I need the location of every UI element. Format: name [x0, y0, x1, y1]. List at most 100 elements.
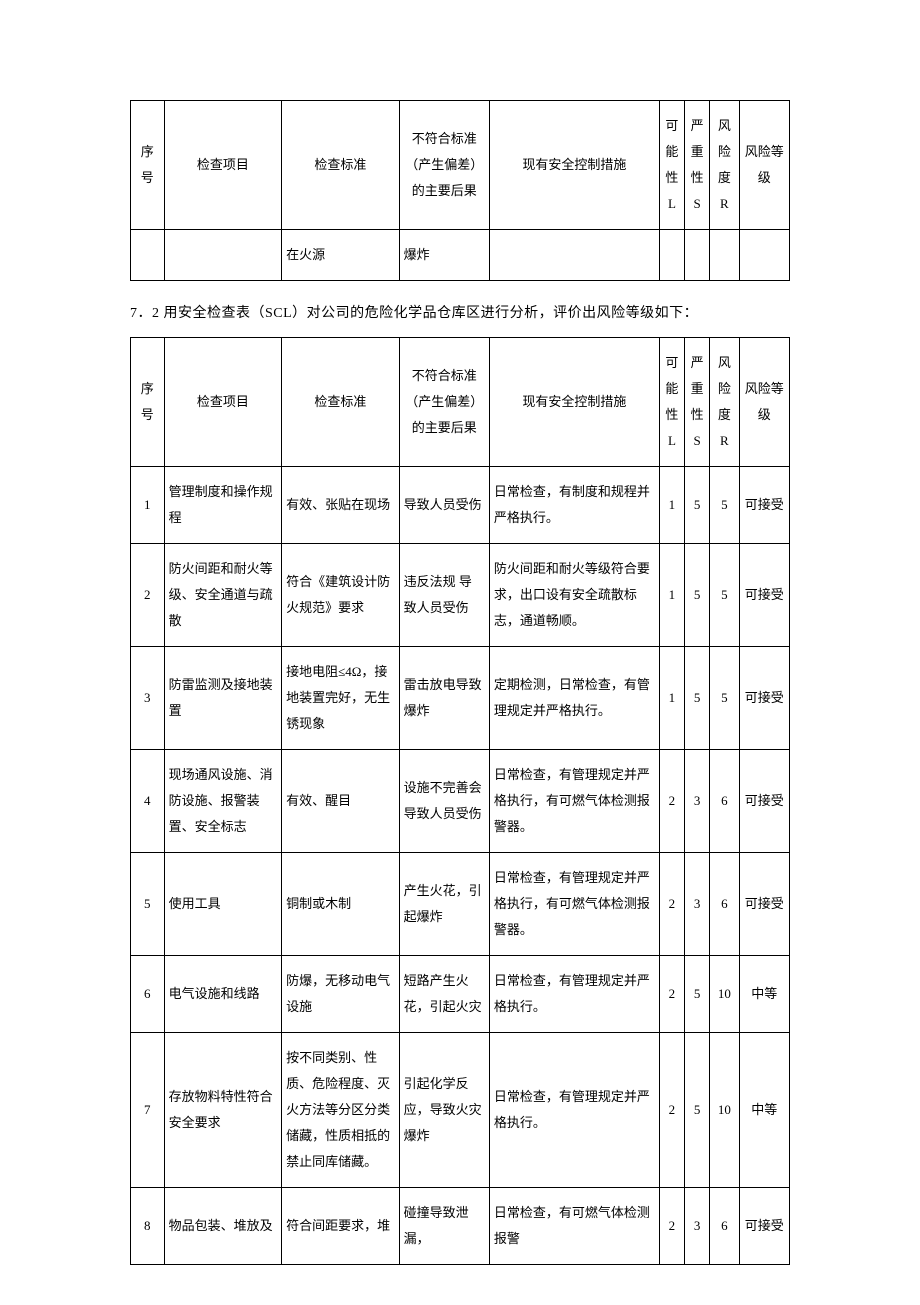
cell-l: 1: [659, 647, 684, 750]
cell-l: [659, 230, 684, 281]
cell-l: 2: [659, 956, 684, 1033]
cell-std: 在火源: [282, 230, 400, 281]
cell-cons: 产生火花，引起爆炸: [399, 853, 489, 956]
header-l: 可能性 L: [659, 101, 684, 230]
cell-s: 5: [685, 467, 710, 544]
header-item: 检查项目: [164, 338, 282, 467]
cell-s: 5: [685, 544, 710, 647]
cell-s: 5: [685, 647, 710, 750]
header-ctrl: 现有安全控制措施: [489, 101, 659, 230]
cell-r: 5: [710, 467, 739, 544]
cell-item: 电气设施和线路: [164, 956, 282, 1033]
cell-lvl: 可接受: [739, 853, 789, 956]
cell-lvl: 可接受: [739, 544, 789, 647]
cell-r: 6: [710, 750, 739, 853]
cell-lvl: 可接受: [739, 750, 789, 853]
cell-item: 使用工具: [164, 853, 282, 956]
cell-ctrl: 定期检测，日常检查，有管理规定并严格执行。: [489, 647, 659, 750]
cell-cons: 设施不完善会导致人员受伤: [399, 750, 489, 853]
cell-ctrl: 日常检查，有管理规定并严格执行，有可燃气体检测报警器。: [489, 750, 659, 853]
cell-cons: 短路产生火花，引起火灾: [399, 956, 489, 1033]
table-row: 6电气设施和线路防爆，无移动电气设施短路产生火花，引起火灾日常检查，有管理规定并…: [131, 956, 790, 1033]
header-std: 检查标准: [282, 338, 400, 467]
cell-l: 2: [659, 750, 684, 853]
cell-std: 有效、醒目: [282, 750, 400, 853]
table-row: 2防火间距和耐火等级、安全通道与疏散符合《建筑设计防火规范》要求违反法规 导致人…: [131, 544, 790, 647]
cell-item: 管理制度和操作规程: [164, 467, 282, 544]
cell-cons: 碰撞导致泄漏，: [399, 1188, 489, 1265]
cell-ctrl: 日常检查，有可燃气体检测报警: [489, 1188, 659, 1265]
header-l: 可能性 L: [659, 338, 684, 467]
cell-seq: 8: [131, 1188, 165, 1265]
section-7-2-text: 7．2 用安全检查表（SCL）对公司的危险化学品仓库区进行分析，评价出风险等级如…: [130, 303, 790, 325]
header-std: 检查标准: [282, 101, 400, 230]
cell-cons: 违反法规 导致人员受伤: [399, 544, 489, 647]
cell-cons: 爆炸: [399, 230, 489, 281]
cell-l: 2: [659, 1188, 684, 1265]
cell-r: 6: [710, 853, 739, 956]
cell-seq: 5: [131, 853, 165, 956]
cell-seq: 4: [131, 750, 165, 853]
scl-warehouse-table: 序号 检查项目 检查标准 不符合标准（产生偏差）的主要后果 现有安全控制措施 可…: [130, 337, 790, 1265]
cell-std: 符合间距要求，堆: [282, 1188, 400, 1265]
header-cons: 不符合标准（产生偏差）的主要后果: [399, 101, 489, 230]
cell-lvl: 可接受: [739, 1188, 789, 1265]
cell-lvl: [739, 230, 789, 281]
cell-lvl: 中等: [739, 1033, 789, 1188]
cell-l: 2: [659, 853, 684, 956]
cell-seq: 6: [131, 956, 165, 1033]
header-s: 严重性 S: [685, 338, 710, 467]
cell-seq: [131, 230, 165, 281]
cell-s: 3: [685, 750, 710, 853]
header-lvl: 风险等级: [739, 338, 789, 467]
cell-lvl: 中等: [739, 956, 789, 1033]
table-header-row: 序号 检查项目 检查标准 不符合标准（产生偏差）的主要后果 现有安全控制措施 可…: [131, 338, 790, 467]
cell-ctrl: 日常检查，有管理规定并严格执行。: [489, 1033, 659, 1188]
cell-std: 接地电阻≤4Ω，接地装置完好，无生锈现象: [282, 647, 400, 750]
cell-item: 存放物料特性符合安全要求: [164, 1033, 282, 1188]
cell-s: 3: [685, 1188, 710, 1265]
table-row: 7存放物料特性符合安全要求按不同类别、性质、危险程度、灭火方法等分区分类储藏，性…: [131, 1033, 790, 1188]
table-row: 1管理制度和操作规程有效、张贴在现场导致人员受伤日常检查，有制度和规程并严格执行…: [131, 467, 790, 544]
cell-ctrl: 日常检查，有制度和规程并严格执行。: [489, 467, 659, 544]
table-row: 5使用工具铜制或木制产生火花，引起爆炸日常检查，有管理规定并严格执行，有可燃气体…: [131, 853, 790, 956]
cell-std: 铜制或木制: [282, 853, 400, 956]
cell-r: [710, 230, 739, 281]
table-row: 8物品包装、堆放及符合间距要求，堆碰撞导致泄漏，日常检查，有可燃气体检测报警23…: [131, 1188, 790, 1265]
cell-l: 2: [659, 1033, 684, 1188]
cell-ctrl: 日常检查，有管理规定并严格执行。: [489, 956, 659, 1033]
cell-item: 物品包装、堆放及: [164, 1188, 282, 1265]
cell-seq: 1: [131, 467, 165, 544]
header-r: 风险度 R: [710, 101, 739, 230]
cell-r: 5: [710, 544, 739, 647]
header-seq: 序号: [131, 101, 165, 230]
table-header-row: 序号 检查项目 检查标准 不符合标准（产生偏差）的主要后果 现有安全控制措施 可…: [131, 101, 790, 230]
cell-seq: 3: [131, 647, 165, 750]
cell-lvl: 可接受: [739, 647, 789, 750]
cell-s: 3: [685, 853, 710, 956]
header-seq: 序号: [131, 338, 165, 467]
cell-std: 按不同类别、性质、危险程度、灭火方法等分区分类储藏，性质相抵的禁止同库储藏。: [282, 1033, 400, 1188]
cell-ctrl: 日常检查，有管理规定并严格执行，有可燃气体检测报警器。: [489, 853, 659, 956]
header-r: 风险度 R: [710, 338, 739, 467]
cell-std: 有效、张贴在现场: [282, 467, 400, 544]
cell-l: 1: [659, 467, 684, 544]
cell-std: 防爆，无移动电气设施: [282, 956, 400, 1033]
scl-table-fragment: 序号 检查项目 检查标准 不符合标准（产生偏差）的主要后果 现有安全控制措施 可…: [130, 100, 790, 281]
cell-cons: 引起化学反应，导致火灾爆炸: [399, 1033, 489, 1188]
cell-std: 符合《建筑设计防火规范》要求: [282, 544, 400, 647]
table-row: 4现场通风设施、消防设施、报警装置、安全标志有效、醒目设施不完善会导致人员受伤日…: [131, 750, 790, 853]
cell-r: 10: [710, 956, 739, 1033]
cell-s: 5: [685, 956, 710, 1033]
cell-item: [164, 230, 282, 281]
cell-cons: 雷击放电导致爆炸: [399, 647, 489, 750]
cell-item: 防火间距和耐火等级、安全通道与疏散: [164, 544, 282, 647]
cell-ctrl: 防火间距和耐火等级符合要求，出口设有安全疏散标志，通道畅顺。: [489, 544, 659, 647]
table-row: 在火源 爆炸: [131, 230, 790, 281]
header-cons: 不符合标准（产生偏差）的主要后果: [399, 338, 489, 467]
cell-cons: 导致人员受伤: [399, 467, 489, 544]
cell-seq: 2: [131, 544, 165, 647]
cell-l: 1: [659, 544, 684, 647]
cell-r: 6: [710, 1188, 739, 1265]
header-lvl: 风险等级: [739, 101, 789, 230]
